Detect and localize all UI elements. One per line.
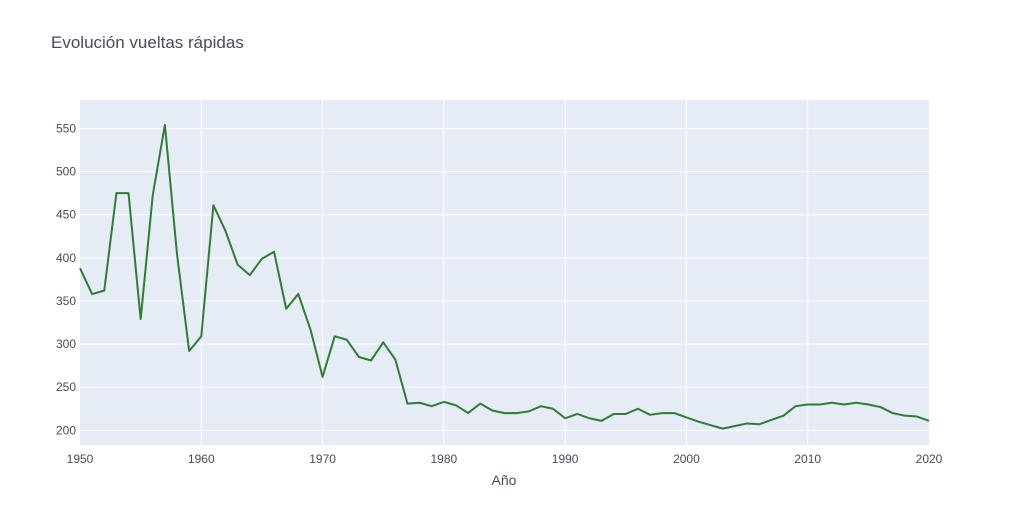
data-point[interactable] (550, 406, 556, 412)
data-point[interactable] (174, 251, 180, 257)
data-point[interactable] (344, 337, 350, 343)
x-tick-label: 2010 (794, 452, 821, 466)
data-point[interactable] (138, 316, 144, 322)
x-tick-label: 1970 (309, 452, 336, 466)
data-point[interactable] (453, 402, 459, 408)
y-tick-label: 250 (56, 380, 76, 394)
data-point[interactable] (126, 190, 132, 196)
data-point[interactable] (599, 418, 605, 424)
data-point[interactable] (77, 265, 83, 271)
data-point[interactable] (210, 202, 216, 208)
data-point[interactable] (356, 354, 362, 360)
data-point[interactable] (732, 423, 738, 429)
grid-lines (80, 100, 929, 445)
data-point[interactable] (320, 374, 326, 380)
y-tick-label: 350 (56, 294, 76, 308)
data-point[interactable] (429, 403, 435, 409)
data-point[interactable] (635, 406, 641, 412)
tick-labels: 1950 1960 1970 1980 1990 2000 2010 2020 200 250 30… (56, 121, 943, 466)
y-tick-label: 200 (56, 423, 76, 437)
data-point[interactable] (756, 421, 762, 427)
data-point[interactable] (162, 122, 168, 128)
data-point[interactable] (113, 190, 119, 196)
data-point[interactable] (295, 291, 301, 297)
x-axis-title: Año (492, 472, 517, 488)
data-point[interactable] (902, 413, 908, 419)
data-point[interactable] (441, 399, 447, 405)
x-tick-label: 1980 (431, 452, 458, 466)
data-point[interactable] (780, 413, 786, 419)
x-tick-label: 1990 (552, 452, 579, 466)
data-point[interactable] (514, 410, 520, 416)
y-tick-label: 300 (56, 337, 76, 351)
y-tick-label: 400 (56, 251, 76, 265)
data-point[interactable] (611, 411, 617, 417)
data-point[interactable] (404, 401, 410, 407)
x-tick-label: 1950 (67, 452, 94, 466)
data-point[interactable] (829, 400, 835, 406)
data-point[interactable] (332, 333, 338, 339)
data-point[interactable] (877, 404, 883, 410)
data-point[interactable] (392, 357, 398, 363)
data-point[interactable] (538, 403, 544, 409)
data-point[interactable] (647, 412, 653, 418)
series-layer (77, 122, 932, 432)
data-point[interactable] (659, 410, 665, 416)
data-point[interactable] (526, 408, 532, 414)
y-tick-label: 500 (56, 165, 76, 179)
data-point[interactable] (417, 400, 423, 406)
y-tick-label: 450 (56, 208, 76, 222)
x-tick-label: 2020 (916, 452, 943, 466)
data-point[interactable] (853, 400, 859, 406)
data-point[interactable] (89, 291, 95, 297)
data-point[interactable] (307, 326, 313, 332)
data-point[interactable] (562, 415, 568, 421)
y-tick-label: 550 (56, 121, 76, 135)
data-point[interactable] (198, 333, 204, 339)
data-point[interactable] (671, 410, 677, 416)
data-point[interactable] (223, 228, 229, 234)
chart-title: Evolución vueltas rápidas (51, 33, 244, 52)
data-point[interactable] (841, 401, 847, 407)
data-point[interactable] (368, 357, 374, 363)
data-point[interactable] (283, 306, 289, 312)
data-point[interactable] (489, 408, 495, 414)
data-point[interactable] (247, 272, 253, 278)
x-tick-label: 2000 (673, 452, 700, 466)
data-point[interactable] (150, 192, 156, 198)
series-line (79, 124, 930, 430)
data-point[interactable] (465, 410, 471, 416)
data-point[interactable] (805, 401, 811, 407)
data-point[interactable] (720, 426, 726, 432)
data-point[interactable] (477, 401, 483, 407)
data-point[interactable] (574, 411, 580, 417)
data-point[interactable] (380, 339, 386, 345)
data-point[interactable] (259, 256, 265, 262)
x-tick-label: 1960 (188, 452, 215, 466)
data-point[interactable] (890, 410, 896, 416)
data-point[interactable] (865, 401, 871, 407)
data-point[interactable] (586, 415, 592, 421)
data-point[interactable] (914, 414, 920, 420)
data-point[interactable] (926, 418, 932, 424)
data-point[interactable] (708, 422, 714, 428)
data-point[interactable] (623, 411, 629, 417)
data-point[interactable] (101, 288, 107, 294)
data-point[interactable] (235, 262, 241, 268)
data-point[interactable] (768, 417, 774, 423)
data-point[interactable] (186, 348, 192, 354)
data-point[interactable] (502, 410, 508, 416)
data-point[interactable] (696, 419, 702, 425)
data-point[interactable] (793, 403, 799, 409)
data-point[interactable] (683, 414, 689, 420)
data-point[interactable] (817, 401, 823, 407)
data-point[interactable] (271, 249, 277, 255)
data-point[interactable] (744, 420, 750, 426)
